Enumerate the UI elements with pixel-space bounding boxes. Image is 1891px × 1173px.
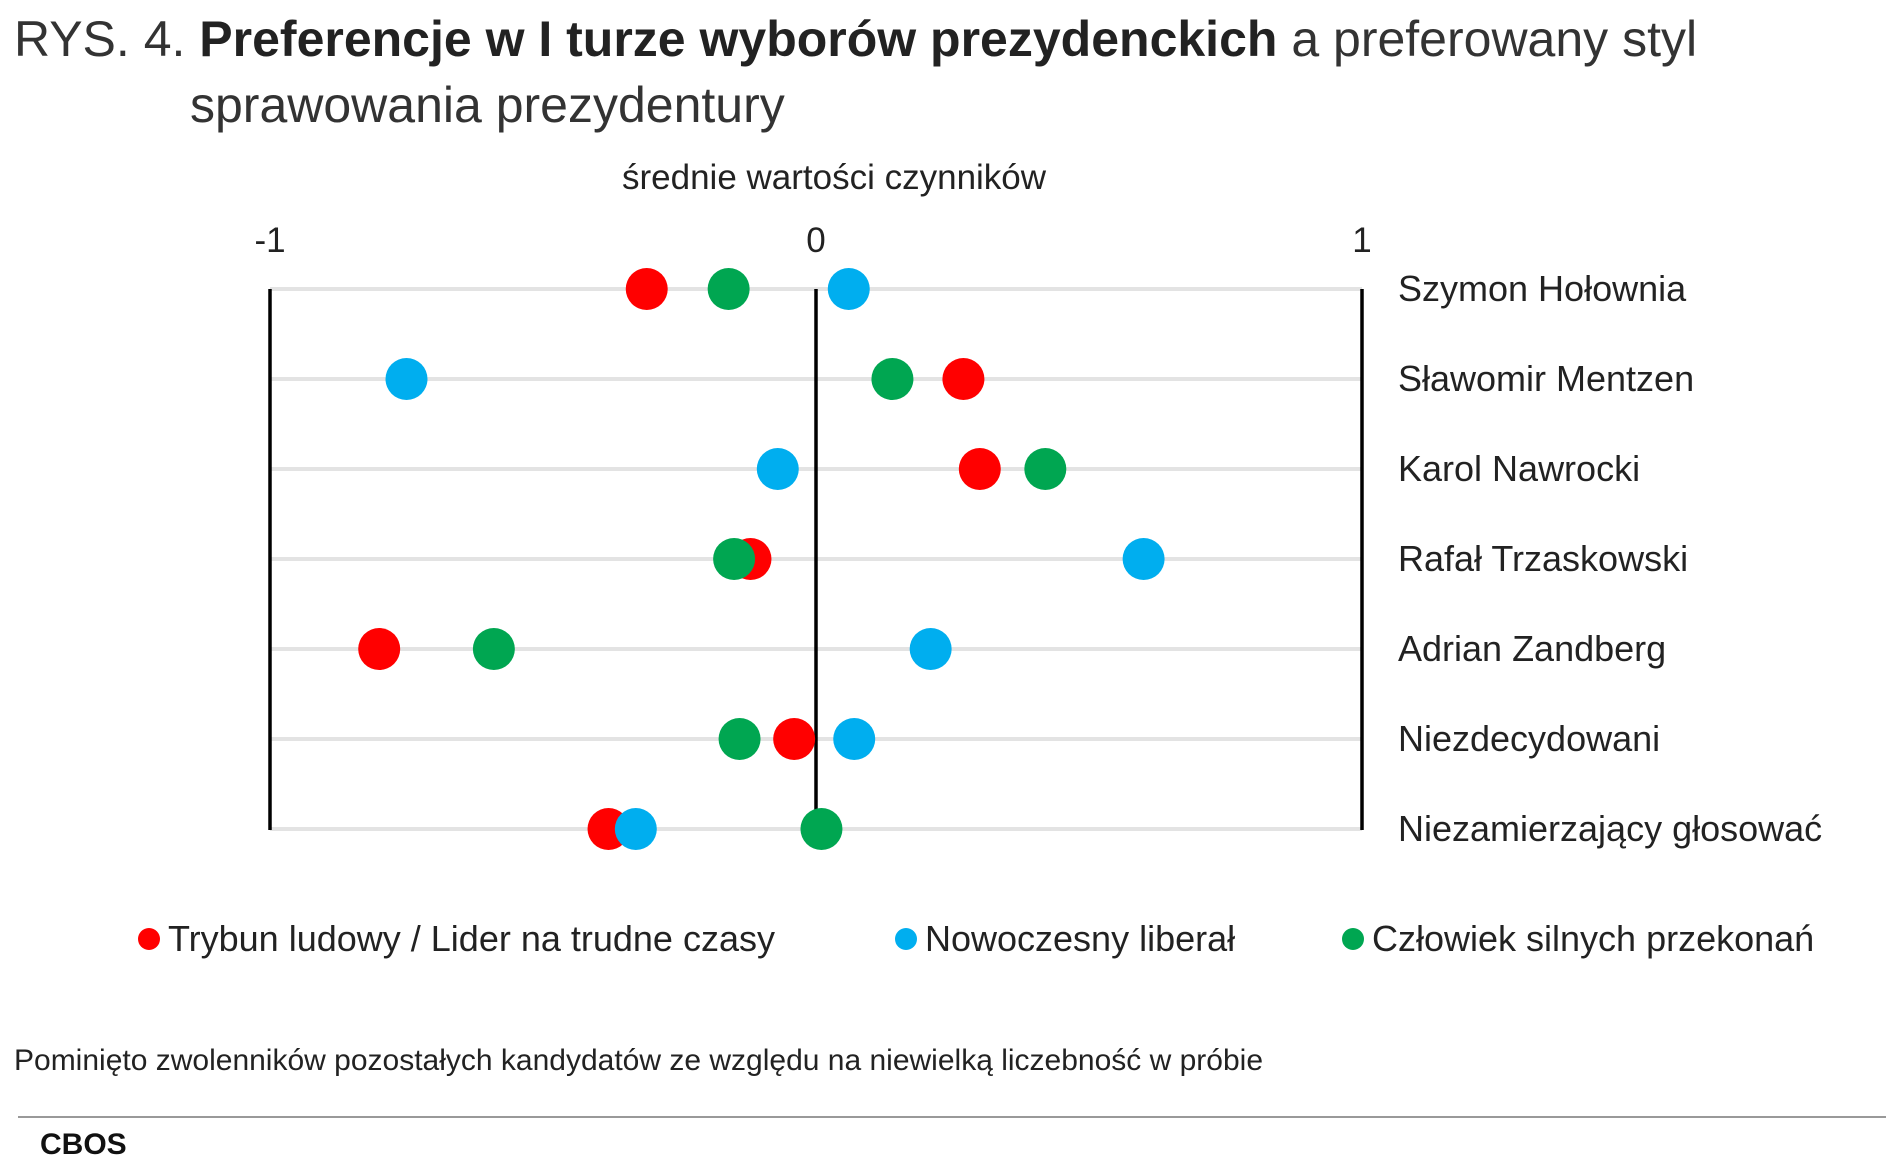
- legend-marker: [1342, 928, 1364, 950]
- data-point: [614, 808, 657, 850]
- category-label: Rafał Trzaskowski: [1398, 538, 1688, 579]
- title-prefix: RYS. 4.: [14, 11, 186, 67]
- data-point: [472, 628, 515, 670]
- legend-item: Trybun ludowy / Lider na trudne czasy: [138, 918, 775, 960]
- legend-item: Nowoczesny liberał: [895, 918, 1235, 960]
- source-label: CBOS: [40, 1128, 127, 1161]
- data-point: [942, 358, 985, 400]
- footnote: Pominięto zwolenników pozostałych kandyd…: [14, 1044, 1264, 1077]
- data-point: [958, 448, 1001, 490]
- data-point: [756, 448, 799, 490]
- title-line2: sprawowania prezydentury: [190, 77, 785, 133]
- x-tick-label: 1: [1352, 221, 1371, 260]
- chart-title: RYS. 4. Preferencje w I turze wyborów pr…: [14, 6, 1874, 138]
- chart-subtitle: średnie wartości czynników: [622, 158, 1047, 197]
- data-point: [833, 718, 876, 760]
- data-point: [1024, 448, 1067, 490]
- title-rest: a preferowany styl: [1291, 11, 1698, 67]
- data-point: [713, 538, 756, 580]
- category-label: Szymon Hołownia: [1398, 268, 1687, 309]
- divider: [18, 1116, 1886, 1118]
- category-label: Karol Nawrocki: [1398, 448, 1640, 489]
- legend-item: Człowiek silnych przekonań: [1342, 918, 1814, 960]
- category-label: Niezamierzający głosować: [1398, 808, 1822, 849]
- category-label: Niezdecydowani: [1398, 718, 1660, 759]
- data-point: [1122, 538, 1165, 580]
- data-point: [358, 628, 401, 670]
- data-point: [385, 358, 428, 400]
- legend-marker: [895, 928, 917, 950]
- dot-plot: -1 0 1 Szymon Hołownia Sławomir Mentzen Karol…: [254, 221, 1822, 850]
- title-bold: Preferencje w I turze wyborów prezydenck…: [199, 11, 1278, 67]
- data-point: [773, 718, 816, 760]
- data-point: [827, 268, 870, 310]
- data-point: [625, 268, 668, 310]
- x-tick-label: -1: [254, 221, 285, 260]
- data-point: [718, 718, 761, 760]
- legend-label: Człowiek silnych przekonań: [1372, 918, 1815, 959]
- legend-label: Nowoczesny liberał: [925, 918, 1236, 959]
- legend-marker: [138, 928, 160, 950]
- x-tick-label: 0: [806, 221, 825, 260]
- data-point: [871, 358, 914, 400]
- data-point: [909, 628, 952, 670]
- category-label: Sławomir Mentzen: [1398, 358, 1694, 399]
- data-point: [707, 268, 750, 310]
- legend-label: Trybun ludowy / Lider na trudne czasy: [168, 918, 775, 959]
- category-label: Adrian Zandberg: [1398, 628, 1666, 669]
- data-point: [800, 808, 843, 850]
